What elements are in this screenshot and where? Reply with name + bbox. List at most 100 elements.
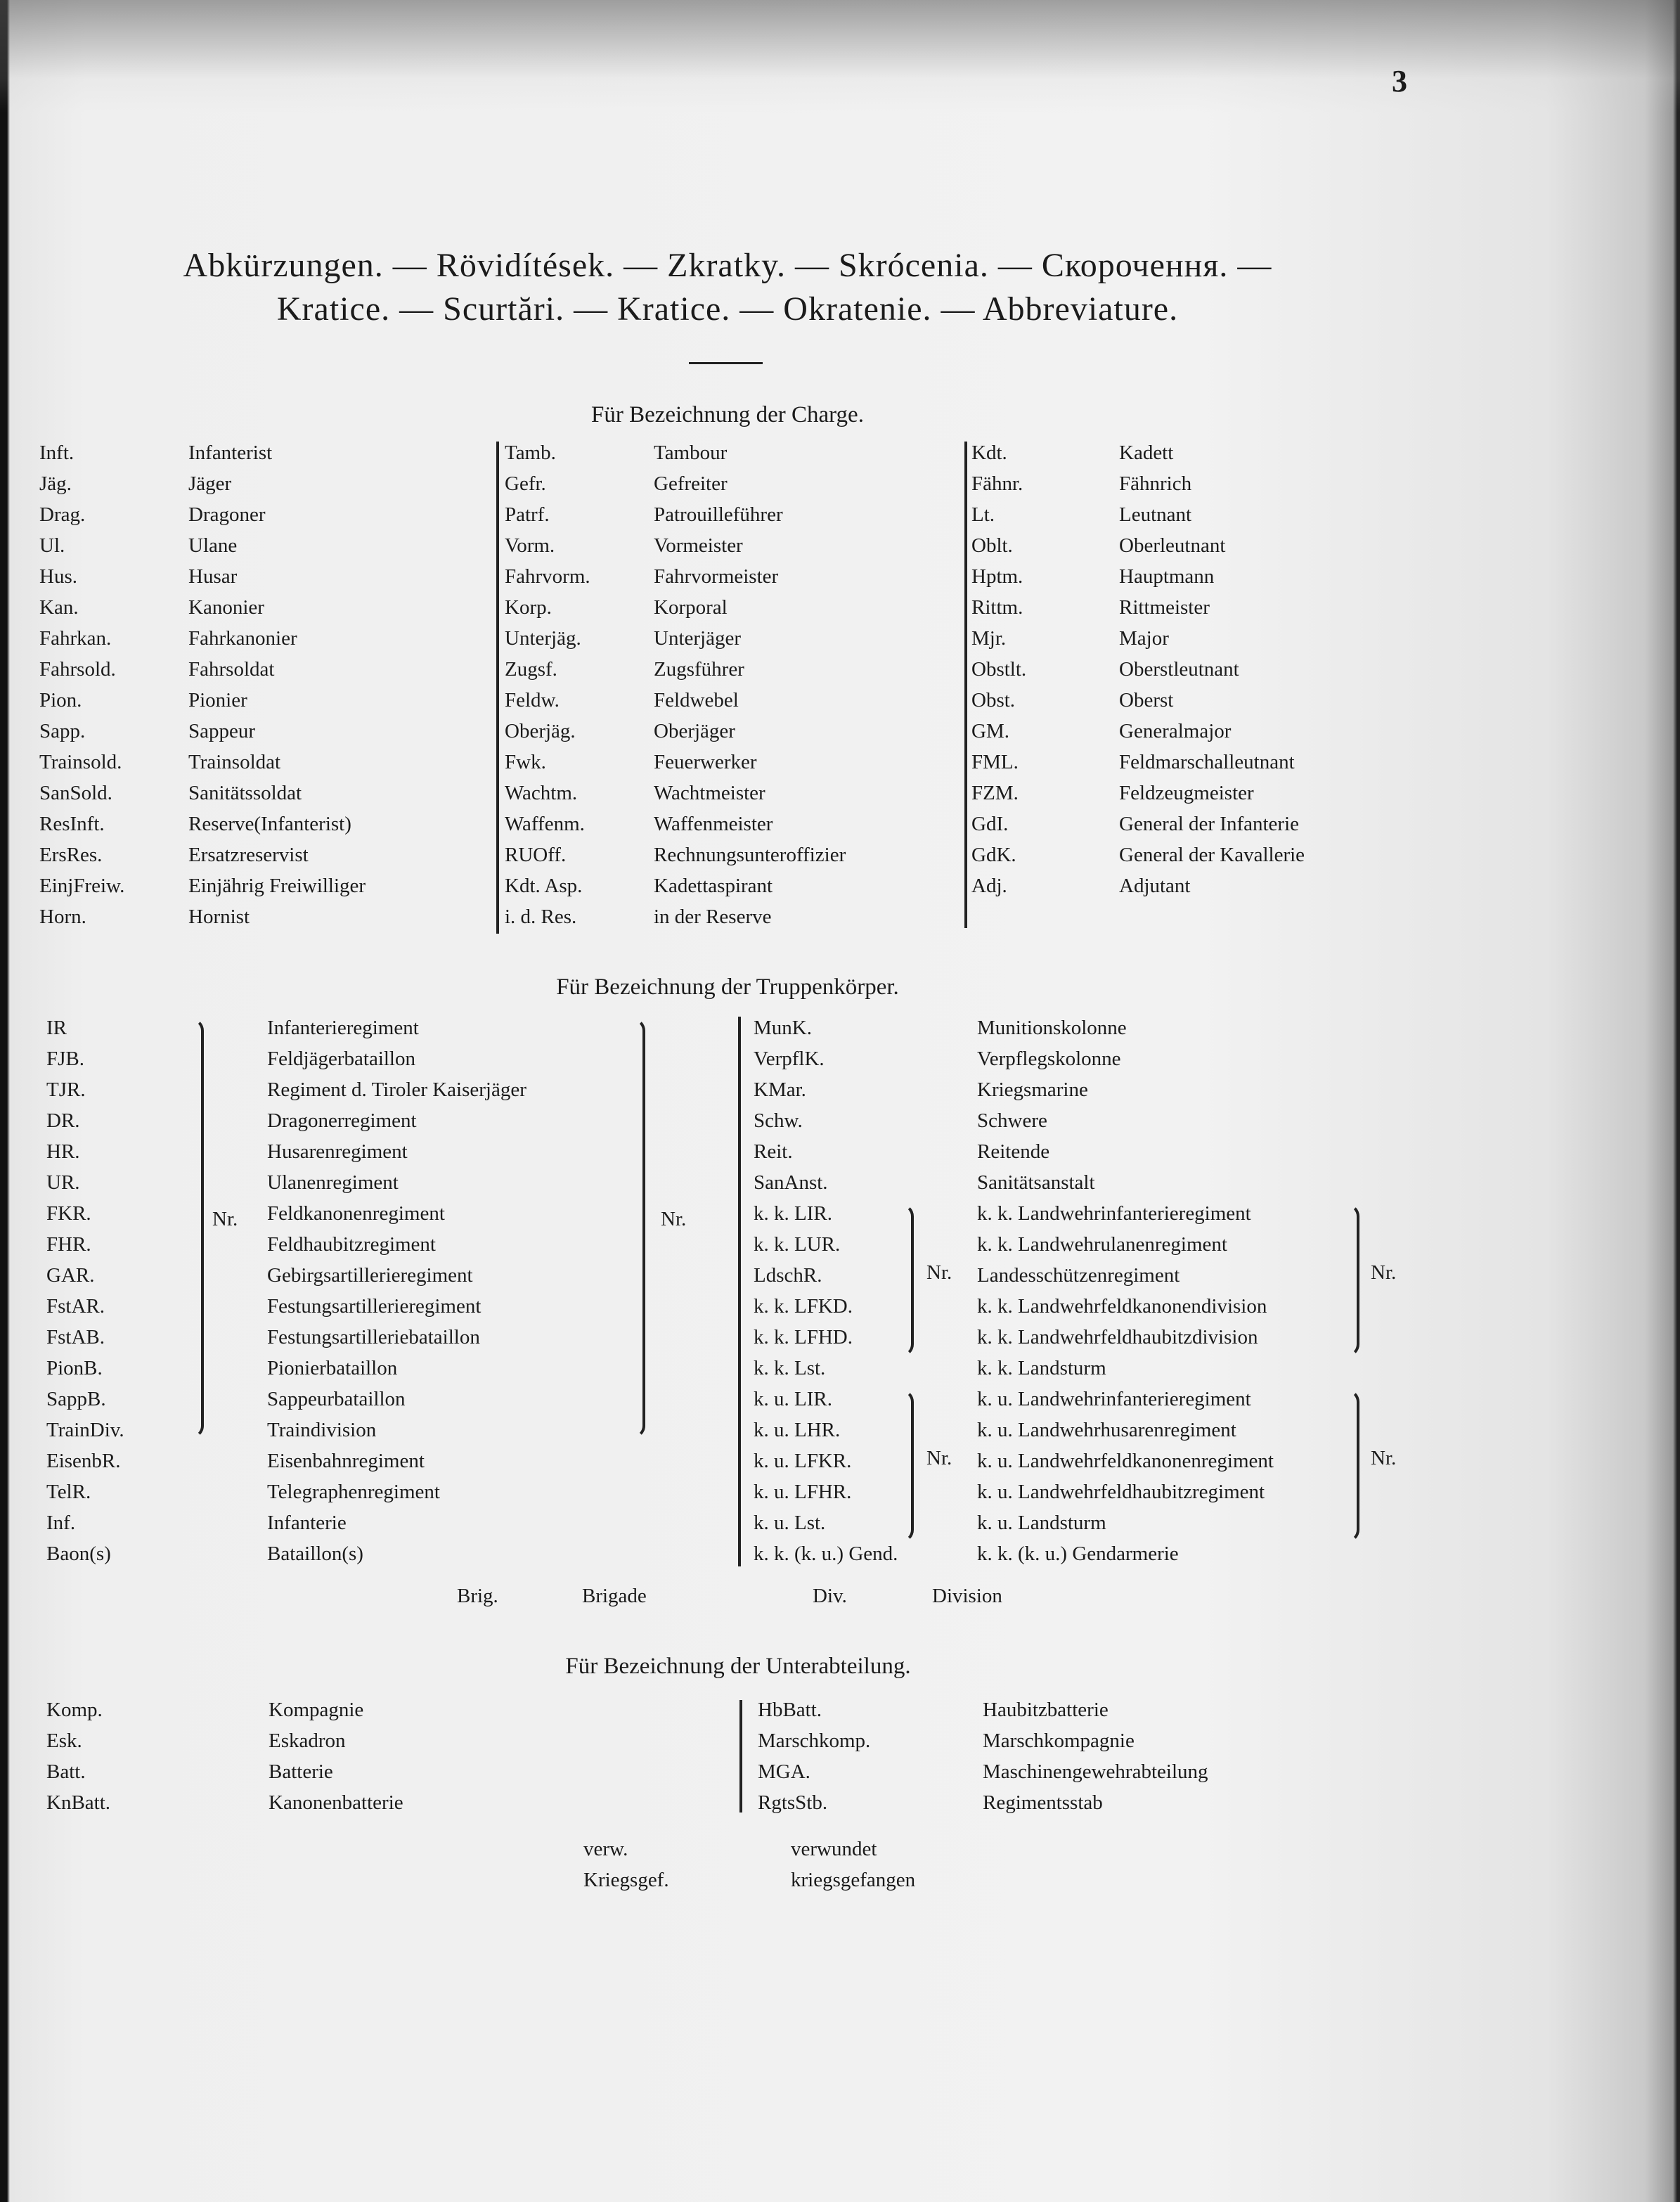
abbreviation: Zugsf. bbox=[505, 658, 557, 681]
abbreviation: GdI. bbox=[971, 813, 1009, 835]
nr-label: Nr. bbox=[1371, 1447, 1397, 1469]
expansion: Oberleutnant bbox=[1119, 534, 1226, 557]
expansion: Rittmeister bbox=[1119, 596, 1210, 619]
expansion: Feldmarschalleutnant bbox=[1119, 751, 1295, 773]
expansion: Einjährig Freiwilliger bbox=[188, 875, 366, 897]
expansion: Bataillon(s) bbox=[267, 1543, 363, 1565]
abbreviation: k. u. LHR. bbox=[754, 1419, 841, 1441]
expansion: Eskadron bbox=[269, 1730, 346, 1752]
abbreviation: Oberjäg. bbox=[505, 720, 576, 742]
expansion: in der Reserve bbox=[654, 906, 772, 928]
expansion: Feuerwerker bbox=[654, 751, 757, 773]
expansion: k. k. (k. u.) Gendarmerie bbox=[977, 1543, 1179, 1565]
abbreviation: Jäg. bbox=[39, 472, 72, 495]
expansion: Reitende bbox=[977, 1140, 1050, 1163]
expansion: k. u. Landwehrhusarenregiment bbox=[977, 1419, 1236, 1441]
expansion: k. u. Landsturm bbox=[977, 1512, 1106, 1534]
expansion: Tambour bbox=[654, 442, 728, 464]
expansion: Division bbox=[932, 1585, 1002, 1607]
expansion: General der Kavallerie bbox=[1119, 844, 1305, 866]
expansion: Ulanenregiment bbox=[267, 1171, 399, 1194]
abbreviation: LdschR. bbox=[754, 1264, 822, 1287]
abbreviation: RUOff. bbox=[505, 844, 567, 866]
expansion: Unterjäger bbox=[654, 627, 741, 650]
expansion: Haubitzbatterie bbox=[983, 1699, 1109, 1721]
expansion: Ulane bbox=[188, 534, 238, 557]
abbreviation: PionB. bbox=[46, 1357, 103, 1379]
abbreviation: EinjFreiw. bbox=[39, 875, 125, 897]
abbreviation: KnBatt. bbox=[46, 1791, 111, 1814]
charge-heading: Für Bezeichnung der Charge. bbox=[591, 402, 864, 427]
abbreviation: TJR. bbox=[46, 1079, 86, 1101]
nr-label: Nr. bbox=[926, 1261, 952, 1284]
abbreviation: Unterjäg. bbox=[505, 627, 581, 650]
troops-heading: Für Bezeichnung der Truppenkörper. bbox=[556, 974, 899, 1000]
expansion: Korporal bbox=[654, 596, 728, 619]
abbreviation: Patrf. bbox=[505, 503, 550, 526]
abbreviation: Kdt. Asp. bbox=[505, 875, 583, 897]
abbreviation: i. d. Res. bbox=[505, 906, 577, 928]
expansion: Sanitätssoldat bbox=[188, 782, 302, 804]
abbreviation: KMar. bbox=[754, 1079, 806, 1101]
expansion: Kadett bbox=[1119, 442, 1174, 464]
expansion: Feldkanonenregiment bbox=[267, 1202, 445, 1225]
expansion: Verpflegskolonne bbox=[977, 1048, 1121, 1070]
expansion: Dragoner bbox=[188, 503, 266, 526]
abbreviation: k. k. (k. u.) Gend. bbox=[754, 1543, 898, 1565]
expansion: Munitionskolonne bbox=[977, 1017, 1127, 1039]
expansion: Feldwebel bbox=[654, 689, 739, 712]
abbreviation: Sapp. bbox=[39, 720, 86, 742]
expansion: Traindivision bbox=[267, 1419, 377, 1441]
abbreviation: Lt. bbox=[971, 503, 995, 526]
expansion: Husar bbox=[188, 565, 238, 588]
title-divider bbox=[689, 362, 763, 364]
abbreviation: Batt. bbox=[46, 1760, 86, 1783]
expansion: Oberjäger bbox=[654, 720, 735, 742]
abbreviation: Horn. bbox=[39, 906, 86, 928]
expansion: k. u. Landwehrinfanterieregiment bbox=[977, 1388, 1251, 1410]
page-number: 3 bbox=[1392, 64, 1407, 98]
abbreviation: Kdt. bbox=[971, 442, 1007, 464]
expansion: Sappeur bbox=[188, 720, 256, 742]
abbreviation: Esk. bbox=[46, 1730, 82, 1752]
expansion: Adjutant bbox=[1119, 875, 1191, 897]
abbreviation: Vorm. bbox=[505, 534, 555, 557]
abbreviation: HbBatt. bbox=[758, 1699, 822, 1721]
expansion: Sanitätsanstalt bbox=[977, 1171, 1095, 1194]
expansion: Feldjägerbataillon bbox=[267, 1048, 415, 1070]
expansion: Feldzeugmeister bbox=[1119, 782, 1254, 804]
expansion: Brigade bbox=[582, 1585, 647, 1607]
expansion: Oberst bbox=[1119, 689, 1174, 712]
expansion: k. k. Landwehrulanenregiment bbox=[977, 1233, 1227, 1256]
abbreviation: k. u. LFKR. bbox=[754, 1450, 852, 1472]
title-line-2: Kratice. — Scurtări. — Kratice. — Okrate… bbox=[276, 290, 1179, 328]
expansion: Fahrsoldat bbox=[188, 658, 275, 681]
expansion: Trainsoldat bbox=[188, 751, 281, 773]
abbreviation: DR. bbox=[46, 1109, 80, 1132]
expansion: Telegraphenregiment bbox=[267, 1481, 440, 1503]
expansion: k. k. Landwehrfeldkanonendivision bbox=[977, 1295, 1267, 1318]
abbreviation: Adj. bbox=[971, 875, 1007, 897]
abbreviation: Pion. bbox=[39, 689, 82, 712]
expansion: Zugsführer bbox=[654, 658, 744, 681]
brace bbox=[1347, 1204, 1359, 1357]
abbreviation: Kan. bbox=[39, 596, 79, 619]
abbreviation: Div. bbox=[813, 1585, 847, 1607]
scan-shading bbox=[0, 0, 1680, 112]
abbreviation: Brig. bbox=[457, 1585, 498, 1607]
abbreviation: FHR. bbox=[46, 1233, 91, 1256]
abbreviation: k. k. LUR. bbox=[754, 1233, 841, 1256]
expansion: Maschinengewehrabteilung bbox=[983, 1760, 1208, 1783]
brace bbox=[633, 1018, 645, 1438]
expansion: Oberstleutnant bbox=[1119, 658, 1239, 681]
column-divider bbox=[739, 1700, 742, 1813]
abbreviation: Fähnr. bbox=[971, 472, 1023, 495]
expansion: Infanterieregiment bbox=[267, 1017, 419, 1039]
expansion: k. u. Landwehrfeldkanonenregiment bbox=[977, 1450, 1274, 1472]
expansion: Pionierbataillon bbox=[267, 1357, 398, 1379]
nr-label: Nr. bbox=[212, 1208, 238, 1230]
expansion: Reserve(Infanterist) bbox=[188, 813, 351, 835]
abbreviation: GAR. bbox=[46, 1264, 95, 1287]
abbreviation: Inft. bbox=[39, 442, 75, 464]
abbreviation: Kriegsgef. bbox=[583, 1869, 669, 1891]
